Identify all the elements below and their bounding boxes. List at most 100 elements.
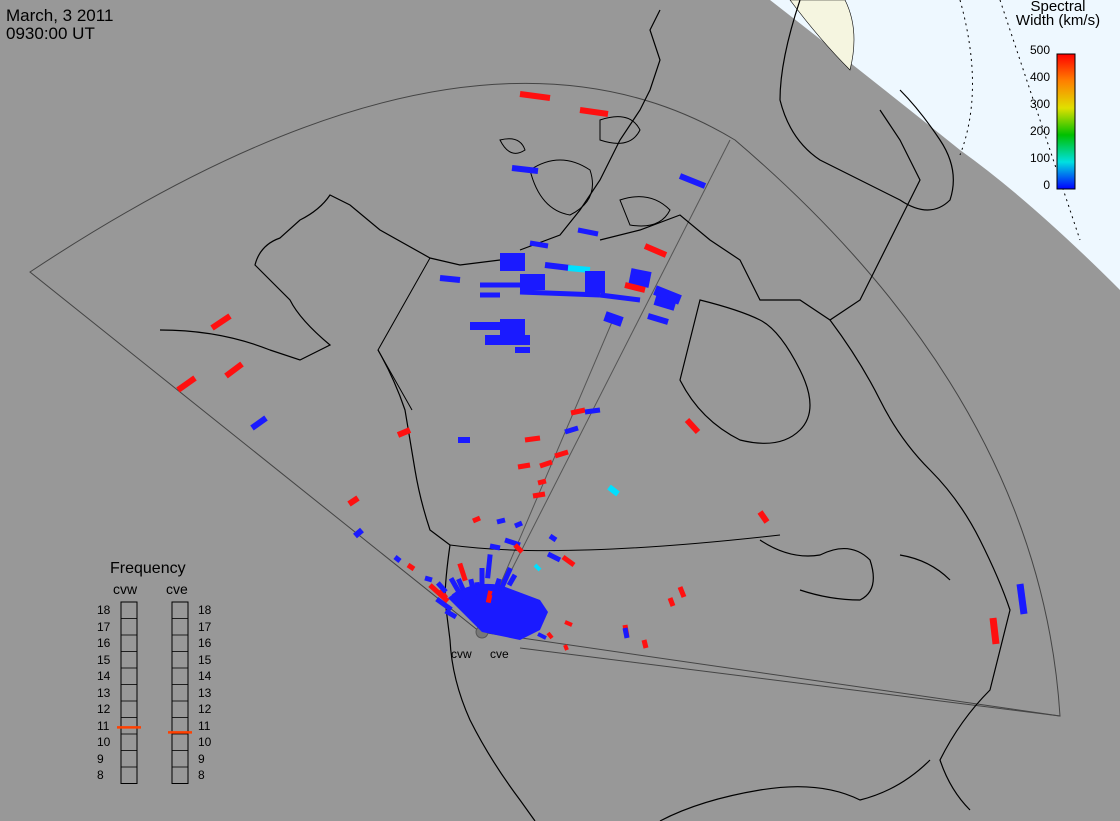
- backscatter-cell: [647, 313, 669, 325]
- frequency-scale-label: 10: [97, 735, 111, 749]
- frequency-scale-label: 18: [198, 603, 212, 617]
- backscatter-cell: [599, 292, 641, 303]
- backscatter-cell: [224, 361, 244, 379]
- backscatter-cell: [653, 285, 682, 305]
- frequency-scale-label: 16: [198, 636, 212, 650]
- frequency-scale-label: 8: [97, 768, 104, 782]
- backscatter-cell: [544, 262, 571, 271]
- backscatter-cell: [677, 586, 687, 598]
- backscatter-cell: [532, 491, 546, 499]
- radar-backscatter: [176, 91, 1028, 651]
- backscatter-cell: [584, 407, 601, 415]
- backscatter-cell: [498, 567, 513, 591]
- backscatter-cell: [468, 578, 479, 604]
- backscatter-cell: [561, 554, 576, 568]
- backscatter-cell: [406, 562, 416, 572]
- backscatter-cell: [539, 459, 553, 469]
- backscatter-cell: [563, 644, 569, 651]
- backscatter-cell: [624, 282, 646, 293]
- frequency-scale-label: 18: [97, 603, 111, 617]
- backscatter-cell: [667, 597, 676, 607]
- backscatter-cell: [643, 243, 668, 258]
- colorbar-gradient: [1056, 53, 1076, 190]
- backscatter-cell: [641, 639, 649, 649]
- beam-line-west: [479, 314, 616, 633]
- coastline-great-lakes: [759, 539, 951, 601]
- backscatter-cell: [603, 311, 624, 327]
- colorbar-tick: 400: [1029, 70, 1050, 84]
- arctic-islands: [499, 116, 671, 227]
- backscatter-cell: [250, 415, 268, 431]
- backscatter-cell: [524, 435, 541, 443]
- polar-land: [789, 0, 855, 71]
- cve-boundary: [519, 647, 1061, 717]
- backscatter-cell: [554, 449, 569, 459]
- frequency-scale-label: 13: [97, 685, 111, 700]
- backscatter-cell: [757, 510, 770, 524]
- frequency-gauge-box: [120, 601, 138, 784]
- backscatter-cell: [439, 275, 461, 283]
- frequency-scale-label: 11: [97, 718, 110, 733]
- backscatter-cell: [451, 591, 467, 610]
- colorbar-tick: 0: [1043, 178, 1050, 192]
- backscatter-cell: [353, 527, 364, 539]
- frequency-scale-label: 15: [97, 652, 111, 667]
- backscatter-cell: [533, 563, 542, 572]
- backscatter-cell: [989, 617, 1000, 645]
- backscatter-cell: [628, 268, 652, 288]
- colorbar-tick: 200: [1029, 124, 1050, 138]
- latitude-dotted-circle: [959, 0, 1081, 241]
- frequency-scale-label: 14: [97, 669, 111, 683]
- frequency-scale-label: 12: [97, 702, 111, 716]
- us-canada-border: [449, 534, 781, 552]
- backscatter-cell: [622, 627, 630, 639]
- frequency-scale-label: 17: [97, 619, 111, 634]
- frequency-scale-label: 10: [198, 735, 212, 749]
- colorbar-title-line1: Spectral: [1030, 0, 1086, 15]
- frequency-radar-cvw: cvw: [113, 581, 138, 597]
- radar-label-cve: cve: [490, 647, 509, 661]
- backscatter-cell: [684, 417, 701, 435]
- alaska-border: [377, 257, 431, 411]
- backscatter-cell: [537, 632, 547, 640]
- backscatter-cell: [577, 227, 599, 237]
- backscatter-cell: [210, 313, 232, 331]
- backscatter-cell: [176, 375, 197, 393]
- backscatter-cell: [579, 107, 609, 117]
- backscatter-cell: [347, 495, 360, 507]
- backscatter-cell: [678, 173, 707, 189]
- frequency-scale-label: 12: [198, 702, 212, 716]
- backscatter-cell: [546, 551, 562, 563]
- backscatter-cell: [519, 289, 601, 298]
- frequency-scale-label: 9: [97, 751, 104, 766]
- backscatter-cell: [546, 631, 554, 640]
- backscatter-cell: [564, 425, 579, 435]
- frequency-scale-label: 13: [198, 685, 212, 700]
- polar-region: [770, 0, 1120, 290]
- backscatter-cell: [529, 240, 549, 249]
- coastline-gulf: [659, 759, 931, 821]
- coastline-west: [377, 349, 536, 821]
- backscatter-cell: [511, 165, 539, 174]
- backscatter-cell: [448, 577, 466, 601]
- backscatter-cell: [396, 427, 412, 438]
- coastline-east: [829, 319, 1011, 811]
- frequency-gauge-box: [171, 601, 189, 784]
- frequency-title: Frequency: [110, 560, 186, 577]
- backscatter-cell: [513, 543, 524, 554]
- backscatter-cell: [424, 575, 433, 583]
- colorbar-tick: 100: [1029, 151, 1050, 165]
- backscatter-cell: [491, 577, 502, 597]
- coastline-arctic: [519, 9, 921, 321]
- backscatter-cell: [456, 577, 466, 591]
- frequency-scale-label: 9: [198, 751, 205, 766]
- frequency-scale-label: 15: [198, 652, 212, 667]
- backscatter-cell: [567, 265, 591, 273]
- time-label: 0930:00 UT: [6, 24, 95, 43]
- colorbar-tick: 300: [1029, 97, 1050, 111]
- beam-line-east: [479, 139, 731, 633]
- frequency-radar-cve: cve: [166, 581, 188, 597]
- backscatter-cell: [517, 462, 531, 470]
- backscatter-cell: [489, 543, 501, 551]
